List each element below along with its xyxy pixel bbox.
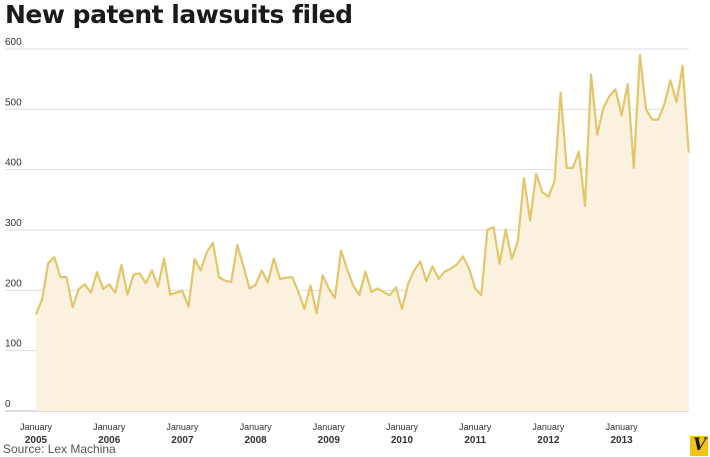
x-tick: January 2010	[386, 422, 419, 446]
x-tick: January 2009	[313, 422, 346, 446]
x-tick-month: January	[240, 422, 273, 432]
y-tick-label: 300	[5, 218, 22, 229]
x-tick: January 2007	[166, 422, 199, 446]
x-tick-year: 2006	[98, 435, 121, 446]
x-tick-year: 2005	[25, 435, 48, 446]
source-note: Source: Lex Machina	[3, 442, 116, 456]
x-tick-month: January	[93, 422, 126, 432]
x-tick-year: 2007	[171, 435, 194, 446]
y-axis-tick-labels: 0 100 200 300 400 500 600	[5, 37, 22, 410]
x-tick-year: 2010	[391, 435, 414, 446]
x-tick-year: 2008	[244, 435, 267, 446]
data-line-layer	[34, 53, 690, 315]
y-tick-label: 100	[5, 339, 22, 350]
x-tick: January 2006	[93, 422, 126, 446]
y-tick-label: 500	[5, 97, 22, 108]
chart-title: New patent lawsuits filed	[5, 0, 353, 29]
x-tick: January 2011	[459, 422, 492, 446]
x-tick-month: January	[532, 422, 565, 432]
x-tick-year: 2009	[318, 435, 341, 446]
vox-logo-letter: V	[693, 435, 707, 455]
y-tick-label: 400	[5, 158, 22, 169]
series-line	[34, 53, 690, 315]
x-tick: January 2008	[240, 422, 273, 446]
x-axis-tick-labels: January2005January2006January2007January…	[20, 422, 638, 446]
y-tick-label: 0	[5, 399, 11, 410]
area-fill-layer	[36, 55, 689, 411]
x-tick-month: January	[386, 422, 419, 432]
y-tick-label: 600	[5, 37, 22, 48]
x-tick-month: January	[459, 422, 492, 432]
x-tick-month: January	[313, 422, 346, 432]
x-tick-month: January	[20, 422, 53, 432]
vox-logo: V	[690, 435, 708, 456]
x-tick: January 2013	[606, 422, 639, 446]
x-tick-year: 2013	[610, 435, 633, 446]
x-tick-month: January	[606, 422, 639, 432]
x-tick: January 2012	[532, 422, 565, 446]
area-fill	[36, 55, 689, 411]
x-tick: January 2005	[20, 422, 53, 446]
x-tick-year: 2011	[464, 435, 486, 446]
x-tick-month: January	[166, 422, 199, 432]
x-tick-year: 2012	[537, 435, 560, 446]
y-tick-label: 200	[5, 278, 22, 289]
